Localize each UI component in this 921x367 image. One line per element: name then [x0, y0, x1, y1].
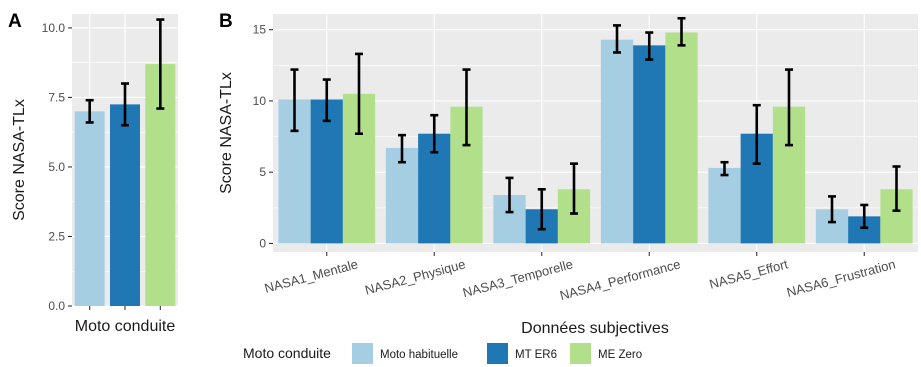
panel-a-y-tick-label: 5.0	[48, 160, 65, 174]
panel-b-error-bar-nasa3-temporelle-moto-habituelle	[505, 176, 514, 214]
panel-b-error-bar-nasa4-performance-me-zero	[677, 16, 686, 47]
panel-a-y-tick-label: 0.0	[48, 299, 65, 313]
panel-b-error-bar-nasa5-effort-mt-er6	[752, 103, 761, 165]
panel-b-error-bar-nasa3-temporelle-mt-er6	[537, 187, 546, 231]
panel-b-error-bars	[290, 16, 901, 231]
panel-b-x-tick-label-nasa5-effort: NASA5_Effort	[708, 256, 790, 291]
legend-key-mt-er6	[487, 343, 508, 364]
legend-label-mt-er6: MT ER6	[515, 349, 557, 361]
panel-a-tag: A	[8, 11, 22, 32]
panel-a-bars	[74, 64, 176, 306]
panel-b-error-bar-nasa2-physique-mt-er6	[430, 113, 439, 154]
panel-a-y-axis: 0.0 2.5 5.0 7.5 10.0	[42, 21, 72, 313]
panel-b-x-tick-label-nasa6-frustration: NASA6_Frustration	[785, 256, 897, 299]
panel-a-bar-mt-er6	[110, 104, 140, 306]
panel-b-error-bar-nasa2-physique-moto-habituelle	[398, 133, 406, 164]
legend-items: Moto habituelle MT ER6 ME Zero	[352, 343, 642, 364]
panel-b-error-bar-nasa6-frustration-moto-habituelle	[828, 195, 836, 224]
panel-b-y-tick-label: 5	[259, 165, 266, 179]
panel-b-error-bar-nasa1-mentale-moto-habituelle	[290, 68, 299, 133]
panel-b-bar-nasa1-mentale-mt-er6	[310, 99, 343, 244]
panel-b-error-bar-nasa6-frustration-me-zero	[892, 165, 901, 212]
panel-b-x-axis: NASA1_Mentale NASA2_PhysiqueNASA3_Tempore…	[263, 252, 897, 303]
panel-a-error-bar-mt-er6	[121, 82, 129, 127]
panel-b-bar-nasa4-performance-me-zero	[665, 32, 698, 244]
panel-b-y-tick-label: 0	[259, 236, 266, 250]
panel-b-error-bar-nasa4-performance-moto-habituelle	[613, 24, 621, 54]
panel-b-x-tick-label-nasa1-mentale: NASA1_Mentale	[263, 256, 360, 295]
panel-b-bar-nasa2-physique-moto-habituelle	[385, 147, 419, 244]
panel-b-y-axis: 0 5 10 15	[253, 23, 273, 250]
panel-b-bar-nasa4-performance-mt-er6	[633, 45, 666, 244]
panel-b-error-bar-nasa1-mentale-me-zero	[355, 52, 363, 136]
panel-b-gridlines	[273, 14, 918, 252]
panel-b-error-bar-nasa1-mentale-mt-er6	[322, 78, 331, 123]
panel-b-x-axis-title: Données subjectives	[521, 320, 669, 337]
legend-key-me-zero	[570, 343, 591, 364]
panel-b-error-bar-nasa5-effort-moto-habituelle	[720, 160, 729, 177]
panel-b-error-bar-nasa4-performance-mt-er6	[645, 31, 654, 61]
panel-b-tag: B	[219, 11, 233, 32]
panel-a-y-tick-label: 7.5	[48, 90, 65, 104]
legend-key-moto-habituelle	[352, 343, 373, 364]
panel-a-error-bars	[85, 18, 165, 127]
panel-a-error-bar-me-zero	[156, 18, 165, 110]
panel-b-bar-nasa5-effort-moto-habituelle	[708, 167, 741, 244]
panel-b-error-bar-nasa6-frustration-mt-er6	[860, 203, 869, 230]
panel-b-error-bar-nasa5-effort-me-zero	[785, 68, 793, 147]
panel-a: A 0.0 2.5 5.0 7.5 10.0 Score NASA-TLx Moto c…	[8, 11, 178, 335]
panel-a-y-axis-title: Score NASA-TLx	[11, 99, 28, 221]
panel-b-error-bar-nasa3-temporelle-me-zero	[570, 162, 578, 215]
panel-b-y-tick-label: 10	[253, 94, 267, 108]
panel-b-y-tick-label: 15	[253, 23, 267, 37]
panel-a-y-tick-label: 10.0	[42, 21, 66, 35]
panel-a-x-axis	[89, 306, 161, 310]
panel-a-bar-moto-habituelle	[74, 111, 105, 306]
panel-b-x-tick-label-nasa4-performance: NASA4_Performance	[558, 256, 682, 303]
panel-a-y-tick-label: 2.5	[48, 229, 65, 243]
legend-label-me-zero: ME Zero	[598, 349, 642, 361]
panel-b-error-bar-nasa2-physique-me-zero	[462, 68, 471, 147]
legend-title: Moto conduite	[243, 345, 331, 361]
panel-a-error-bar-moto-habituelle	[85, 98, 94, 124]
panel-b-x-tick-label-nasa2-physique: NASA2_Physique	[363, 256, 467, 297]
panel-a-x-axis-title: Moto conduite	[75, 318, 176, 335]
legend-label-moto-habituelle: Moto habituelle	[380, 349, 458, 361]
panel-b-background	[273, 14, 918, 252]
panel-b-bar-nasa4-performance-moto-habituelle	[600, 39, 634, 244]
panel-b-x-tick-label-nasa3-temporelle: NASA3_Temporelle	[461, 256, 574, 300]
legend: Moto conduite Moto habituelle MT ER6 ME Ze…	[243, 343, 642, 364]
panel-b-y-axis-title: Score NASA-TLx	[218, 72, 235, 194]
